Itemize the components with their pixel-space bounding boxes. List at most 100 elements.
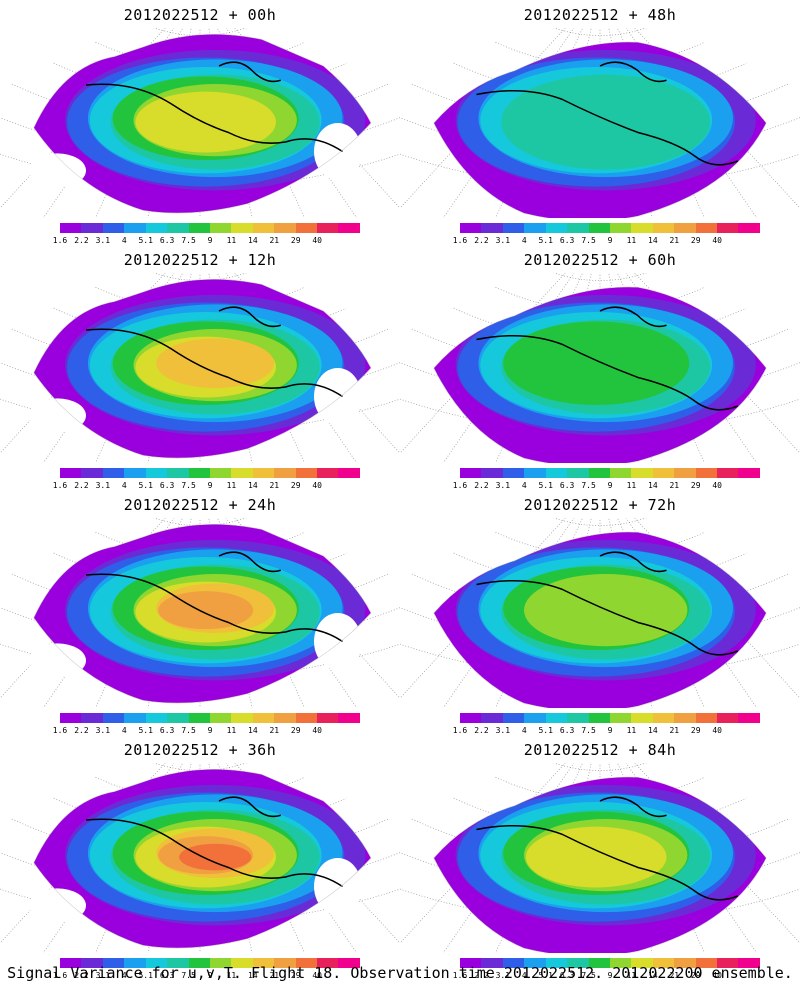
colorbar-tick-label: 1.6 [52,726,68,735]
panel-title: 2012022512 + 48h [523,6,677,24]
colorbar-tick-label: 21 [269,236,280,245]
colorbar-swatch [609,713,632,723]
colorbar-swatch [60,223,82,233]
colorbar-tick-label: 7.5 [181,971,196,980]
colorbar-swatch [145,223,168,233]
colorbar-tick-label: 40 [712,726,722,735]
colorbar [460,223,760,233]
coastline [85,551,343,643]
colorbar-tick-label: 6.3 [559,726,575,735]
colorbar-tick-label: 3.1 [95,971,111,980]
colorbar-swatch [209,713,232,723]
colorbar-swatch [717,223,739,233]
colorbar-swatch [631,958,653,968]
colorbar-labels: 1.6 2.2 3.1 4 5.1 6.3 7.5 9 11 14 21 29 40 [53,481,360,491]
colorbar-tick-label: 21 [669,236,680,245]
variance-map [400,518,800,708]
colorbar-swatch [460,223,482,233]
colorbar-swatch [695,223,718,233]
colorbar-swatch [295,223,318,233]
colorbar-swatch [338,468,360,478]
colorbar-tick-label: 7.5 [581,726,596,735]
colorbar-tick-label: 4 [121,481,127,490]
variance-map [0,518,400,708]
colorbar-tick-label: 3.1 [95,236,111,245]
coastline [476,306,739,411]
colorbar-swatch [524,468,546,478]
colorbar-swatch [481,223,503,233]
colorbar-tick-label: 5.1 [138,971,153,980]
variance-field [433,42,767,218]
colorbar-tick-label: 6.3 [159,236,175,245]
colorbar-swatch [460,468,482,478]
colorbar-swatch [295,958,318,968]
colorbar-swatch [674,713,696,723]
colorbar-swatch [545,713,568,723]
colorbar-tick-label: 5.1 [538,971,553,980]
colorbar-swatch [738,223,760,233]
colorbar-tick-label: 2.2 [474,971,489,980]
colorbar-swatch [295,468,318,478]
map-panel: 2012022512 + 12h 1.6 2.2 3.1 4 5.1 6.3 7.5 9 11 14… [0,245,400,490]
colorbar-tick-label: 1.6 [452,971,468,980]
colorbar-swatch [274,468,296,478]
colorbar-swatch [81,958,103,968]
colorbar-tick-label: 29 [690,726,701,735]
colorbar-tick-label: 3.1 [495,236,511,245]
colorbar-tick-label: 4 [121,971,127,980]
colorbar-tick-label: 29 [690,481,701,490]
variance-map [400,28,800,218]
colorbar-swatch [502,468,525,478]
colorbar-swatch [167,713,189,723]
colorbar-tick-label: 1.6 [52,236,68,245]
colorbar-tick-label: 14 [248,971,258,980]
colorbar-tick-label: 3.1 [95,726,111,735]
colorbar-swatch [652,958,675,968]
colorbar-tick-label: 14 [248,481,258,490]
colorbar-swatch [695,958,718,968]
colorbar-swatch [274,958,296,968]
variance-field [433,532,767,708]
colorbar-tick-label: 4 [521,726,527,735]
colorbar-tick-label: 5.1 [138,726,153,735]
variance-map [400,763,800,953]
colorbar [460,468,760,478]
coastline [85,306,343,398]
variance-field [433,287,767,463]
colorbar-tick-label: 29 [690,236,701,245]
colorbar-tick-label: 7.5 [581,481,596,490]
variance-field [33,279,371,459]
variance-map [0,273,400,463]
colorbar-swatch [609,958,632,968]
colorbar-swatch [588,223,610,233]
colorbar-swatch [567,223,589,233]
colorbar-swatch [145,713,168,723]
colorbar-swatch [338,713,360,723]
figure-caption: Signal Variance for u,v,T. Flight 18. Ob… [7,964,793,982]
colorbar-tick-label: 6.3 [159,971,175,980]
colorbar-tick-label: 14 [648,236,658,245]
colorbar-labels: 1.6 2.2 3.1 4 5.1 6.3 7.5 9 11 14 21 29 40 [53,971,360,981]
colorbar-tick-label: 7.5 [581,236,596,245]
panel-title: 2012022512 + 60h [523,251,677,269]
colorbar-tick-label: 2.2 [474,236,489,245]
panel-title: 2012022512 + 00h [123,6,277,24]
colorbar-swatch [274,713,296,723]
map-panel: 2012022512 + 24h 1.6 2.2 3.1 4 5.1 6.3 7.5 9 11 14… [0,490,400,735]
colorbar-swatch [502,223,525,233]
colorbar-swatch [652,713,675,723]
colorbar-swatch [631,223,653,233]
colorbar-tick-label: 40 [712,481,722,490]
colorbar-tick-label: 11 [626,726,637,735]
colorbar-labels: 1.6 2.2 3.1 4 5.1 6.3 7.5 9 11 14 21 29 40 [453,971,760,981]
colorbar-tick-label: 40 [312,481,322,490]
colorbar-tick-label: 21 [269,481,280,490]
colorbar-labels: 1.6 2.2 3.1 4 5.1 6.3 7.5 9 11 14 21 29 40 [453,481,760,491]
colorbar-tick-label: 29 [290,726,301,735]
colorbar-swatch [209,468,232,478]
colorbar-swatch [145,958,168,968]
colorbar-tick-label: 14 [248,726,258,735]
panel-title: 2012022512 + 24h [123,496,277,514]
colorbar-swatch [567,958,589,968]
colorbar-swatch [209,223,232,233]
